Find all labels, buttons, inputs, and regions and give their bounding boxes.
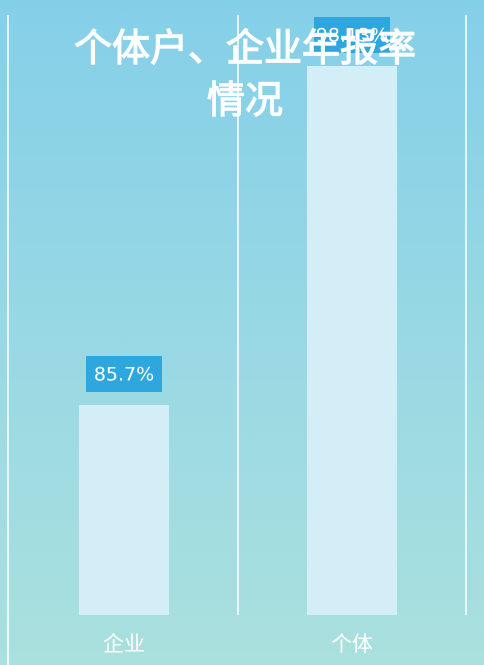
value-label: 98.13%	[316, 25, 388, 47]
chart-title: 个体户、企业年报率情况	[73, 25, 416, 122]
bar	[79, 405, 169, 615]
value-label: 85.7%	[94, 364, 154, 386]
x-tick-label: 个体	[331, 632, 373, 656]
value-label-box	[86, 356, 162, 392]
bar	[307, 66, 397, 615]
value-label-box	[314, 17, 390, 53]
x-tick-label: 企业	[103, 632, 145, 656]
